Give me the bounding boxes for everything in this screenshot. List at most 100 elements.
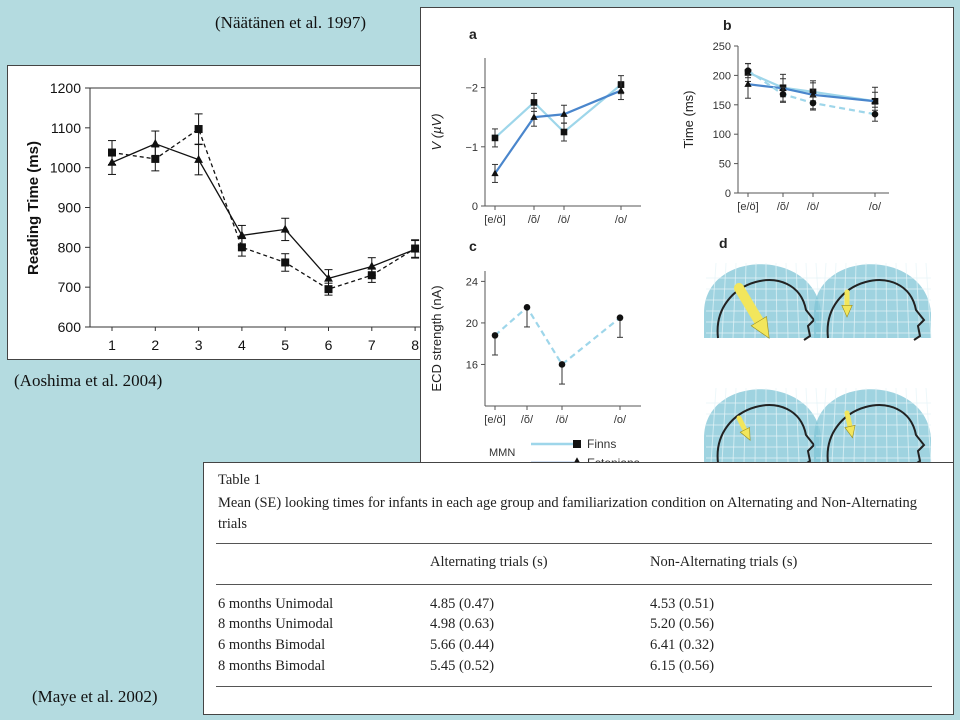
aoshima-y-tick-label: 600 [58,319,82,335]
panel-x-tick-label: /õ/ [521,414,534,426]
head-profile [826,279,926,341]
panel-label: d [719,235,728,251]
aoshima-x-tick-label: 6 [325,337,333,353]
panel-data-point [530,99,538,106]
panel-series-line [494,83,622,139]
legend-finns-label: Finns [587,437,616,451]
table-cell: 4.85 (0.47) [430,596,495,612]
head-profile [716,279,816,341]
table-cell: 5.20 (0.56) [650,616,715,632]
panel-y-tick-label: 0 [725,188,731,200]
panel-series-line [747,71,876,103]
aoshima-x-tick-label: 2 [151,337,159,353]
panel-data-point [779,90,787,98]
aoshima-data-point [281,258,290,267]
panel-x-tick-label: /õ/ [777,201,790,213]
panel-x-tick-label: /ö/ [807,201,820,213]
aoshima-y-tick-label: 900 [58,200,82,216]
aoshima-x-tick-label: 1 [108,337,116,353]
aoshima-data-point [194,154,203,163]
panel-data-point [809,99,817,107]
panel-y-axis-label: ECD strength (nA) [429,285,444,391]
panel-label: a [469,26,477,42]
aoshima-data-point [410,244,420,253]
table-title: Table 1 [218,472,261,488]
head-profile [826,404,926,466]
dipole-arrow-head [739,427,751,441]
aoshima-data-point [150,138,160,147]
panel-data-point [523,304,531,311]
maye-table-panel: Table 1 Mean (SE) looking times for infa… [203,462,954,715]
panel-y-tick-label: 24 [466,276,478,288]
aoshima-data-point [367,261,377,270]
panel-y-tick-label: 150 [713,100,731,112]
panel-y-tick-label: −1 [465,142,478,154]
panel-series-line [494,89,622,175]
aoshima-caption: (Aoshima et al. 2004) [14,371,163,390]
aoshima-data-point [280,224,290,233]
table-cell: 5.45 (0.52) [430,658,495,674]
table-cell: 4.53 (0.51) [650,596,715,612]
head-profile [716,404,816,466]
panel-y-tick-label: 50 [719,159,731,171]
aoshima-x-tick-label: 3 [195,337,203,353]
panel-y-tick-label: 16 [466,359,478,371]
panel-y-axis-label: V (µV) [429,113,444,150]
dipole-arrow-head [750,316,770,339]
table-cell: 6.41 (0.32) [650,637,715,653]
panel-label: b [723,17,732,33]
panel-x-tick-label: [e/ö] [737,201,758,213]
legend-finns-marker [573,440,581,448]
naatanen-caption: (Näätänen et al. 1997) [215,13,367,32]
panel-label: c [469,238,477,254]
panel-y-tick-label: 20 [466,318,478,330]
table-cell: 6.15 (0.56) [650,658,715,674]
panel-data-point [491,332,499,339]
panel-series-line [494,305,621,367]
table-top-rule [216,543,932,544]
panel-data-point [530,113,538,120]
panel-x-tick-label: /o/ [869,201,882,213]
panel-series-line [747,83,876,103]
table-cell: 6 months Unimodal [218,596,334,612]
panel-y-tick-label: 100 [713,129,731,141]
panel-data-point [560,128,568,136]
panel-data-point [617,86,625,94]
aoshima-data-point [237,243,246,252]
panel-data-point [491,134,499,142]
panel-data-point [491,169,499,177]
aoshima-y-axis-label: Reading Time (ms) [25,141,42,275]
table-cell: 4.98 (0.63) [430,616,495,632]
dipole-arrow-head [841,305,853,318]
panel-data-point [871,97,879,104]
aoshima-data-point [324,285,333,294]
table-header-non-alternating: Non-Alternating trials (s) [650,554,798,570]
panel-data-point [558,361,566,368]
aoshima-x-tick-label: 7 [368,337,376,353]
aoshima-x-tick-label: 5 [281,337,289,353]
panel-x-tick-label: [e/ö] [484,214,505,226]
panel-data-point [560,110,568,117]
legend-label: MMN [489,447,515,459]
panel-data-point [744,67,752,74]
aoshima-y-tick-label: 1000 [50,160,81,176]
panel-series-line [747,69,876,116]
panel-x-tick-label: /o/ [615,214,628,226]
head-illustration [704,387,822,466]
dipole-arrow-head [844,424,856,439]
panel-y-tick-label: 200 [713,70,731,82]
panel-y-tick-label: 0 [472,201,478,213]
aoshima-data-point [151,154,160,163]
aoshima-series-line [111,143,416,280]
table-header-rule [216,584,932,585]
aoshima-x-tick-label: 8 [411,337,419,353]
aoshima-y-tick-label: 700 [58,279,82,295]
table-cell: 8 months Bimodal [218,658,326,674]
aoshima-y-tick-label: 1200 [50,80,81,96]
aoshima-series-line [111,128,416,290]
panel-data-point [616,314,624,322]
naatanen-figure-panel: a 0 −1 −2 [e/ö] /õ/ /ö/ /o/V (µV) b 0 50 100 150 200 2… [420,7,954,469]
aoshima-chart-panel: 600 700 800 900 1000 1100 1200 1 2 3 4 5 6 7 8 Reading … [7,65,429,360]
head-illustration [814,262,932,341]
aoshima-x-tick-label: 4 [238,337,246,353]
